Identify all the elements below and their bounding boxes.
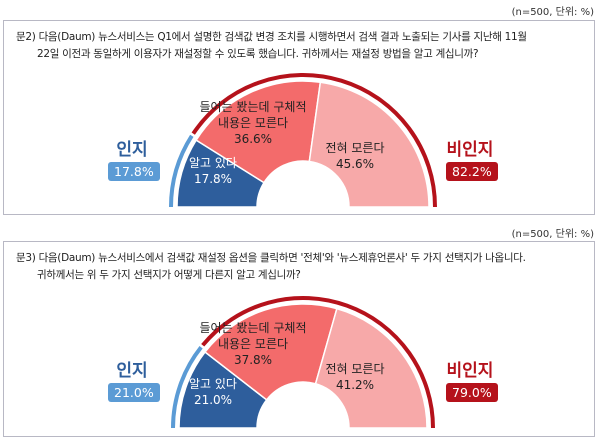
slice-label: 들어는 봤는데 구체적 <box>200 100 307 114</box>
question-box: 문2) 다음(Daum) 뉴스서비스는 Q1에서 설명한 검색값 변경 조치를 … <box>3 20 595 215</box>
unaware-label: 비인지 <box>446 140 494 160</box>
aware-group-arc <box>171 346 203 429</box>
question-line: 문2) 다음(Daum) 뉴스서비스는 Q1에서 설명한 검색값 변경 조치를 … <box>16 31 527 43</box>
aware-percent-badge: 21.0% <box>108 383 160 402</box>
unaware-label: 비인지 <box>446 361 494 381</box>
slice-2 <box>314 307 428 429</box>
slice-label: 알고 있다 <box>189 156 237 170</box>
slice-label: 21.0% <box>194 393 232 407</box>
question-line: 귀하께서는 위 두 가지 선택지가 어떻게 다른지 알고 계십니까? <box>37 269 301 281</box>
unaware-group-arc <box>201 296 435 429</box>
slice-label: 들어는 봤는데 구체적 <box>200 321 307 335</box>
slice-label: 내용은 모른다 <box>218 116 288 130</box>
slice-label: 알고 있다 <box>189 377 237 391</box>
slice-label: 37.8% <box>234 353 272 367</box>
slice-label: 45.6% <box>336 157 374 171</box>
unaware-group-arc <box>191 73 437 208</box>
sample-note: (n=500, 단위: %) <box>511 7 594 18</box>
slice-2 <box>308 81 430 208</box>
question-line: 문3) 다음(Daum) 뉴스서비스에서 검색값 재설정 옵션을 클릭하면 '전… <box>16 252 526 264</box>
unaware-percent-badge: 82.2% <box>446 162 498 181</box>
slice-label: 전혀 모른다 <box>325 362 384 376</box>
question-text: 문3) 다음(Daum) 뉴스서비스에서 검색값 재설정 옵션을 클릭하면 '전… <box>16 250 526 284</box>
question-text: 문2) 다음(Daum) 뉴스서비스는 Q1에서 설명한 검색값 변경 조치를 … <box>16 29 527 63</box>
aware-label: 인지 <box>116 140 148 160</box>
unaware-percent-badge: 79.0% <box>446 383 498 402</box>
sample-note: (n=500, 단위: %) <box>511 229 594 240</box>
question-line: 22일 이전과 동일하게 이용자가 재설정할 수 있도록 했습니다. 귀하께서는… <box>37 48 479 60</box>
slice-label: 전혀 모른다 <box>325 141 384 155</box>
slice-1 <box>203 303 338 401</box>
slice-label: 내용은 모른다 <box>218 337 288 351</box>
question-box: 문3) 다음(Daum) 뉴스서비스에서 검색값 재설정 옵션을 클릭하면 '전… <box>3 241 595 437</box>
slice-label: 41.2% <box>336 378 374 392</box>
slice-label: 17.8% <box>194 172 232 186</box>
slice-label: 36.6% <box>234 132 272 146</box>
slice-1 <box>195 80 322 184</box>
aware-percent-badge: 17.8% <box>108 162 160 181</box>
aware-label: 인지 <box>116 361 148 381</box>
aware-group-arc <box>169 134 194 208</box>
